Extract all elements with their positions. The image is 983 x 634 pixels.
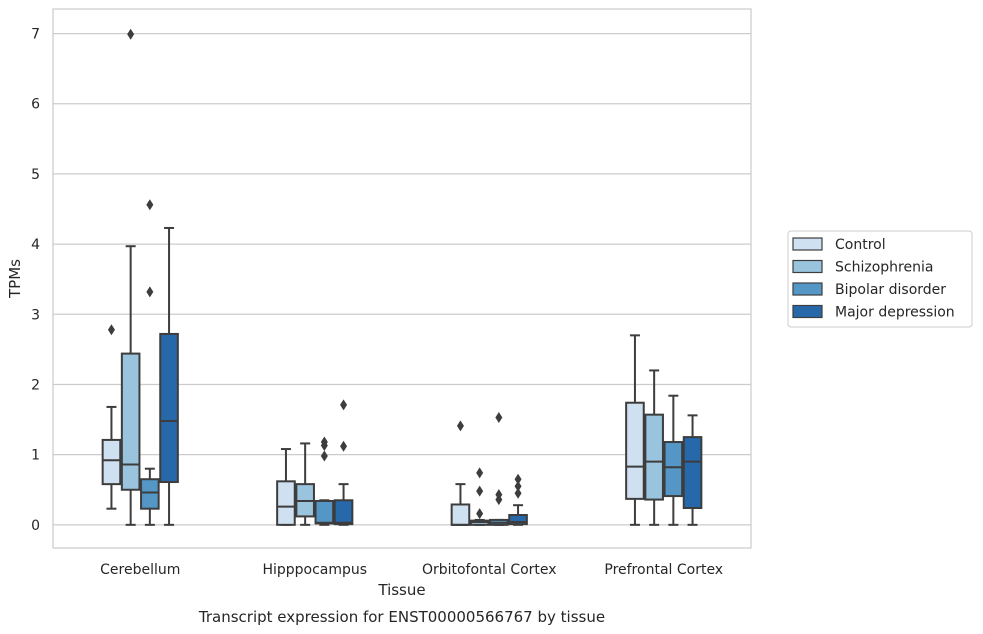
box-body <box>663 441 684 498</box>
box-body <box>276 480 296 526</box>
box-body <box>120 352 141 491</box>
box-body <box>101 438 122 486</box>
box-2-1 <box>469 467 490 526</box>
legend-label: Major depression <box>835 305 955 321</box>
y-tick-label: 1 <box>31 448 40 464</box>
outlier-point <box>495 411 503 423</box>
x-tick-label: Hipppocampus <box>262 562 367 578</box>
box-body <box>333 499 354 526</box>
box-body <box>314 499 335 525</box>
outlier-point <box>456 420 464 432</box>
y-tick-label: 4 <box>31 237 40 253</box>
outlier-point <box>320 450 328 462</box>
outlier-point <box>320 436 328 448</box>
y-tick-label: 2 <box>31 377 40 393</box>
box-body <box>140 478 160 510</box>
y-tick-label: 5 <box>31 167 40 183</box>
box-0-2 <box>140 199 160 526</box>
box-body <box>682 436 703 509</box>
outlier-point <box>476 485 484 497</box>
plot-frame <box>52 8 752 549</box>
boxes-layer <box>101 28 703 526</box>
box-body <box>450 503 471 526</box>
legend-swatch <box>792 304 823 319</box>
y-tick-label: 0 <box>31 518 40 534</box>
legend-swatch <box>792 282 823 296</box>
box-body <box>625 401 645 500</box>
legend-swatch <box>792 259 823 274</box>
legend-frame <box>787 230 973 328</box>
outlier-point <box>476 508 484 520</box>
x-tick-label: Orbitofontal Cortex <box>422 562 557 578</box>
y-axis-label: TPMs <box>6 259 24 299</box>
outlier-point <box>146 286 154 298</box>
box-1-2 <box>314 436 335 526</box>
y-tick-label: 7 <box>31 27 40 43</box>
outlier-point <box>514 473 522 485</box>
legend-label: Schizophrenia <box>835 260 933 276</box>
box-2-3 <box>508 473 528 526</box>
box-3-2 <box>663 394 684 526</box>
y-tick-label: 6 <box>31 97 40 113</box>
box-3-0 <box>625 334 645 526</box>
outlier-point <box>514 480 522 492</box>
box-3-3 <box>682 414 703 526</box>
legend-label: Bipolar disorder <box>835 282 946 298</box>
box-1-0 <box>276 448 296 526</box>
outlier-point <box>340 440 348 452</box>
outlier-point <box>514 487 522 499</box>
outlier-point <box>107 324 115 336</box>
x-tick-label: Prefrontal Cortex <box>604 562 723 578</box>
legend: Control Schizophrenia Bipolar disorder Majo… <box>787 230 973 328</box>
box-1-3 <box>333 399 354 526</box>
box-2-0 <box>450 420 471 526</box>
box-2-2 <box>489 411 509 526</box>
box-0-3 <box>159 226 179 526</box>
outlier-point <box>127 28 135 40</box>
legend-label: Control <box>835 237 886 253</box>
outlier-point <box>146 199 154 211</box>
box-body <box>644 413 664 501</box>
x-tick-label: Cerebellum <box>100 562 180 578</box>
outlier-point <box>340 399 348 411</box>
box-body <box>159 332 179 484</box>
box-3-1 <box>644 369 664 526</box>
y-tick-label: 3 <box>31 307 40 323</box>
box-1-1 <box>295 442 315 526</box>
x-tick-labels: Cerebellum Hipppocampus Orbitofontal Corte… <box>100 562 723 578</box>
chart-caption: Transcript expression for ENST0000056676… <box>198 608 605 626</box>
box-0-1 <box>120 28 141 526</box>
box-body <box>508 514 528 526</box>
box-0-0 <box>101 324 122 510</box>
outlier-point <box>476 467 484 479</box>
legend-swatch <box>792 237 823 251</box>
x-axis-label: Tissue <box>377 581 425 599</box>
y-tick-labels: 0 1 2 3 4 5 6 7 <box>31 27 40 534</box>
outlier-point <box>495 489 503 501</box>
